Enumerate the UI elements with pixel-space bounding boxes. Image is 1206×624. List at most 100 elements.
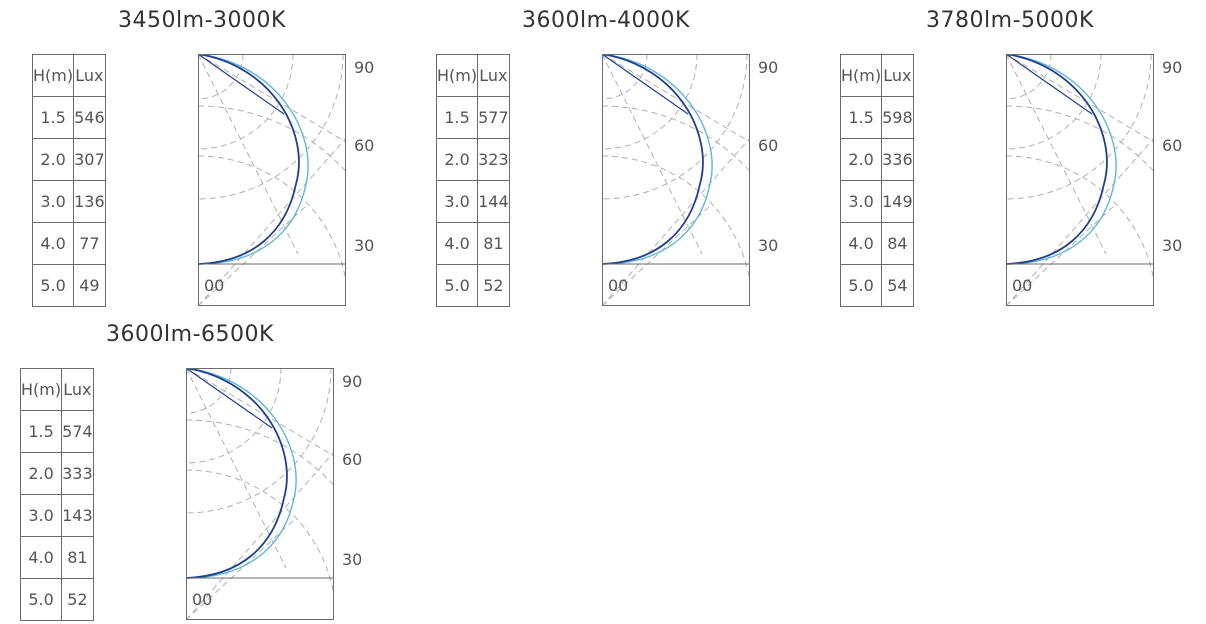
photometric-panel: 3780lm-5000K H(m) Lux 1.5 598 2.0 336 3.0 149 4.0… [839,8,1206,310]
grid-arc [1005,53,1052,100]
lux-cell: 323 [477,138,510,181]
table-row: 3.0 136 [31,180,106,223]
lux-cell: 307 [73,138,106,181]
grid-radial [601,137,751,307]
table-row: 2.0 333 [19,452,94,495]
angle-label: 00 [192,590,213,609]
lux-cell: 81 [61,536,94,579]
height-header: H(m) [31,54,75,97]
height-cell: 2.0 [435,138,479,181]
table-row: 3.0 149 [839,180,914,223]
grid-arc [1005,53,1102,150]
panel-title: 3780lm-5000K [926,8,1094,33]
panel-title: 3450lm-3000K [118,8,286,33]
height-cell: 2.0 [839,138,883,181]
height-cell: 3.0 [839,180,883,223]
angle-label: 60 [758,136,779,155]
table-row: 5.0 54 [839,264,914,307]
angle-label: 90 [758,58,779,77]
height-cell: 5.0 [435,264,479,307]
grid-arc [185,469,337,621]
grid-radial [197,53,299,255]
photometric-panel: 3600lm-6500K H(m) Lux 1.5 574 2.0 333 3.0 143 4.0… [19,322,387,622]
lux-header: Lux [881,54,914,97]
height-cell: 4.0 [31,222,75,265]
grid-arc [1005,105,1206,307]
grid-radial [601,203,713,307]
lux-cell: 598 [881,96,914,139]
polar-distribution-diagram [601,53,803,307]
grid-arc [601,53,748,200]
table-row: 4.0 81 [435,222,510,265]
grid-radial [1005,53,1107,255]
lux-cell: 49 [73,264,106,307]
beam-angle-line [185,367,273,429]
table-row: 1.5 598 [839,96,914,139]
lux-cell: 52 [477,264,510,307]
grid-arc [1005,53,1152,200]
intensity-curve-dark [185,367,288,579]
polar-frame [198,54,346,306]
intensity-curve-light [1005,53,1117,265]
photometric-panel: 3600lm-4000K H(m) Lux 1.5 577 2.0 323 3.0 144 4.0… [435,8,803,310]
polar-wrapper [601,53,803,310]
lux-cell: 84 [881,222,914,265]
lux-cell: 574 [61,410,94,453]
grid-arc [197,105,399,307]
lux-cell: 149 [881,180,914,223]
illuminance-table: H(m) Lux 1.5 577 2.0 323 3.0 144 4.0 81 5.0 52 [435,54,510,307]
intensity-curve-light [601,53,713,265]
intensity-curve-light [197,53,309,265]
polar-wrapper [1005,53,1206,310]
beam-angle-line [601,53,689,115]
angle-label: 00 [1012,276,1033,295]
polar-wrapper [197,53,399,310]
grid-radial [601,53,703,255]
height-cell: 2.0 [19,452,63,495]
beam-angle-line [1005,53,1093,115]
angle-label: 60 [354,136,375,155]
angle-label: 90 [1162,58,1183,77]
lux-cell: 77 [73,222,106,265]
grid-radial [185,517,297,621]
lux-header: Lux [73,54,106,97]
table-row: 2.0 307 [31,138,106,181]
polar-distribution-diagram [197,53,399,307]
table-row: 2.0 323 [435,138,510,181]
table-row: 4.0 84 [839,222,914,265]
grid-arc [1005,155,1157,307]
polar-distribution-diagram [1005,53,1206,307]
table-row: 1.5 574 [19,410,94,453]
grid-radial [185,367,335,457]
table-row: 5.0 52 [435,264,510,307]
table-header-row: H(m) Lux [19,368,94,411]
table-row: 4.0 81 [19,536,94,579]
illuminance-table: H(m) Lux 1.5 574 2.0 333 3.0 143 4.0 81 5.0 52 [19,368,94,621]
lux-cell: 144 [477,180,510,223]
height-cell: 3.0 [435,180,479,223]
angle-label: 30 [354,236,375,255]
height-cell: 1.5 [839,96,883,139]
grid-radial [1005,203,1117,307]
table-row: 5.0 52 [19,578,94,621]
lux-header: Lux [477,54,510,97]
polar-frame [1006,54,1154,306]
height-cell: 5.0 [31,264,75,307]
angle-label: 30 [758,236,779,255]
grid-radial [185,451,335,621]
angle-label: 30 [1162,236,1183,255]
grid-radial [197,137,347,307]
table-row: 1.5 546 [31,96,106,139]
table-row: 1.5 577 [435,96,510,139]
height-cell: 4.0 [839,222,883,265]
grid-radial [1005,53,1155,143]
table-row: 2.0 336 [839,138,914,181]
height-header: H(m) [839,54,883,97]
table-header-row: H(m) Lux [31,54,106,97]
height-cell: 5.0 [839,264,883,307]
grid-radial [1005,137,1155,307]
photometric-panel: 3450lm-3000K H(m) Lux 1.5 546 2.0 307 3.0 136 4.0… [31,8,399,310]
height-cell: 1.5 [435,96,479,139]
height-cell: 3.0 [31,180,75,223]
lux-cell: 333 [61,452,94,495]
